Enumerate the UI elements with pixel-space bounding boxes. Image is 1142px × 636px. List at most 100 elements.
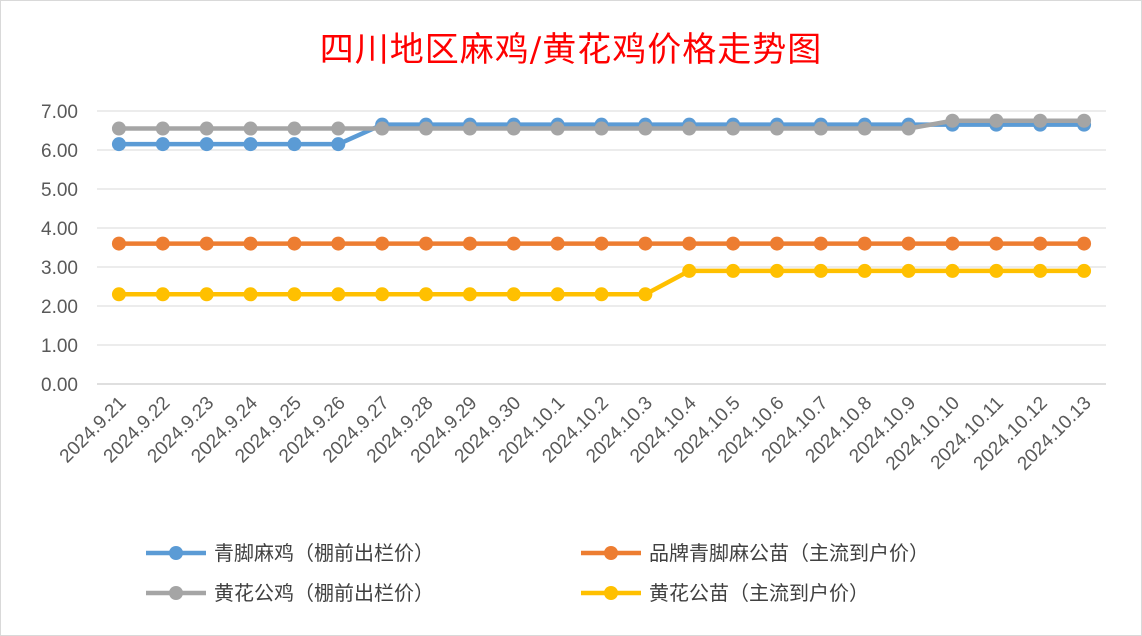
data-point <box>813 263 828 278</box>
data-point <box>1033 113 1048 128</box>
y-tick-label: 7.00 <box>41 102 78 123</box>
legend-marker <box>169 546 183 560</box>
data-point <box>638 287 653 302</box>
y-axis-ticks: 0.00 1.00 2.00 3.00 4.00 5.00 6.00 7.00 <box>41 102 78 396</box>
data-point <box>199 287 214 302</box>
gridlines <box>97 110 1106 385</box>
legend-marker <box>604 546 618 560</box>
data-point <box>989 263 1004 278</box>
x-axis-ticks: 2024.9.212024.9.222024.9.232024.9.242024… <box>56 392 1096 474</box>
series-1 <box>111 236 1092 251</box>
data-point <box>243 137 258 152</box>
data-point <box>506 236 521 251</box>
data-point <box>375 236 390 251</box>
data-point <box>331 287 346 302</box>
data-point <box>155 287 170 302</box>
data-point <box>287 287 302 302</box>
data-point <box>989 113 1004 128</box>
data-point <box>769 236 784 251</box>
data-point <box>682 121 697 136</box>
data-point <box>550 121 565 136</box>
data-point <box>1077 236 1092 251</box>
data-point <box>419 287 434 302</box>
legend-label: 青脚麻鸡（棚前出栏价） <box>214 541 434 565</box>
data-point <box>726 121 741 136</box>
data-point <box>945 263 960 278</box>
data-point <box>857 236 872 251</box>
y-tick-label: 0.00 <box>41 375 78 396</box>
legend-item: 黄花公苗（主流到户价） <box>581 581 869 605</box>
data-point <box>155 121 170 136</box>
data-point <box>1077 263 1092 278</box>
y-tick-label: 4.00 <box>41 219 78 240</box>
data-point <box>989 236 1004 251</box>
data-point <box>111 236 126 251</box>
data-point <box>638 236 653 251</box>
y-tick-label: 6.00 <box>41 141 78 162</box>
data-point <box>111 287 126 302</box>
data-point <box>111 137 126 152</box>
data-point <box>375 121 390 136</box>
data-point <box>375 287 390 302</box>
data-point <box>1033 263 1048 278</box>
data-point <box>901 236 916 251</box>
data-point <box>901 263 916 278</box>
data-point <box>813 121 828 136</box>
data-point <box>1033 236 1048 251</box>
data-point <box>462 121 477 136</box>
data-point <box>199 121 214 136</box>
legend-label: 黄花公苗（主流到户价） <box>649 581 869 605</box>
data-point <box>945 236 960 251</box>
data-point <box>901 121 916 136</box>
data-point <box>419 121 434 136</box>
data-point <box>594 287 609 302</box>
data-point <box>550 236 565 251</box>
data-point <box>331 236 346 251</box>
legend-label: 黄花公鸡（棚前出栏价） <box>214 581 434 605</box>
y-tick-label: 3.00 <box>41 258 78 279</box>
data-point <box>243 236 258 251</box>
data-point <box>726 263 741 278</box>
legend-item: 品牌青脚麻公苗（主流到户价） <box>581 541 929 565</box>
legend-marker <box>604 586 618 600</box>
data-point <box>945 113 960 128</box>
data-point <box>243 121 258 136</box>
data-point <box>155 137 170 152</box>
data-point <box>813 236 828 251</box>
data-point <box>857 263 872 278</box>
data-point <box>199 137 214 152</box>
legend-item: 黄花公鸡（棚前出栏价） <box>146 581 434 605</box>
data-point <box>331 137 346 152</box>
data-point <box>506 287 521 302</box>
data-point <box>550 287 565 302</box>
series-layer <box>111 113 1092 302</box>
data-point <box>287 236 302 251</box>
data-point <box>1077 113 1092 128</box>
data-point <box>243 287 258 302</box>
legend: 青脚麻鸡（棚前出栏价） 品牌青脚麻公苗（主流到户价） 黄花公鸡（棚前出栏价） 黄花公苗… <box>146 541 929 605</box>
data-point <box>769 263 784 278</box>
y-tick-label: 5.00 <box>41 180 78 201</box>
data-point <box>594 236 609 251</box>
legend-label: 品牌青脚麻公苗（主流到户价） <box>649 541 929 565</box>
data-point <box>155 236 170 251</box>
data-point <box>111 121 126 136</box>
data-point <box>287 121 302 136</box>
y-tick-label: 1.00 <box>41 336 78 357</box>
data-point <box>682 263 697 278</box>
series-3 <box>111 263 1092 302</box>
data-point <box>419 236 434 251</box>
data-point <box>506 121 521 136</box>
data-point <box>199 236 214 251</box>
series-2 <box>111 113 1092 136</box>
data-point <box>287 137 302 152</box>
legend-marker <box>169 586 183 600</box>
data-point <box>726 236 741 251</box>
data-point <box>462 287 477 302</box>
legend-item: 青脚麻鸡（棚前出栏价） <box>146 541 434 565</box>
chart-title: 四川地区麻鸡/黄花鸡价格走势图 <box>319 30 823 70</box>
data-point <box>682 236 697 251</box>
data-point <box>769 121 784 136</box>
